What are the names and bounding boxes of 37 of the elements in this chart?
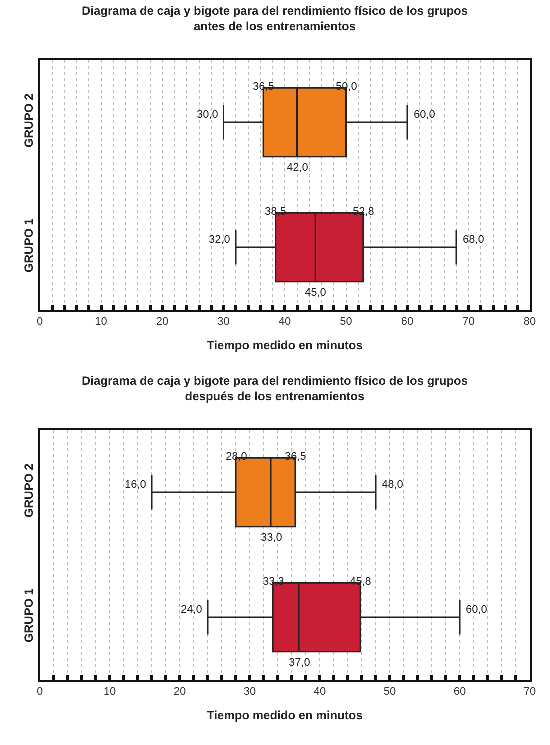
x-axis-title: Tiempo medido en minutos xyxy=(207,338,364,353)
x-tick-label: 20 xyxy=(174,686,186,698)
text: 37,0 xyxy=(289,657,310,669)
chart-title: Diagrama de caja y bigote para del rendimiento físico de los grupos antes de los entrenamientos xyxy=(82,4,468,34)
text: 32,0 xyxy=(209,234,230,246)
text: 48,0 xyxy=(382,479,404,491)
text: 42,0 xyxy=(287,162,308,174)
x-tick-label: 0 xyxy=(36,316,44,328)
x-tick-label: 10 xyxy=(95,316,108,328)
x-tick-label: 30 xyxy=(244,686,256,698)
text: 68,0 xyxy=(463,234,484,246)
text: 33,0 xyxy=(261,532,282,544)
y-tick-label: GRUPO 1 xyxy=(22,588,36,643)
x-tick-label: 60 xyxy=(401,316,414,328)
x-tick-label: 40 xyxy=(314,686,326,698)
text: 45,0 xyxy=(305,287,326,299)
y-tick-label: GRUPO 1 xyxy=(22,218,36,273)
x-tick-label: 30 xyxy=(218,316,230,328)
x-tick-label: 60 xyxy=(454,686,466,698)
y-tick-label: GRUPO 2 xyxy=(22,93,36,148)
text: 30,0 xyxy=(197,109,218,121)
text: 60,0 xyxy=(414,109,436,121)
x-tick-label: 80 xyxy=(524,316,536,328)
x-tick-label: 40 xyxy=(278,316,292,328)
x-tick-label: 50 xyxy=(384,686,396,698)
text: 60,0 xyxy=(466,604,488,616)
text: 24,0 xyxy=(181,604,202,616)
x-tick-label: 10 xyxy=(104,686,116,698)
x-tick-label: 50 xyxy=(340,316,352,328)
y-tick-label: GRUPO 2 xyxy=(22,463,36,518)
text: 16,0 xyxy=(125,479,146,491)
chart-title: Diagrama de caja y bigote para del rendimiento físico de los grupos después de los entrenamientos xyxy=(82,374,468,404)
x-tick-label: 70 xyxy=(524,686,536,698)
x-tick-label: 70 xyxy=(462,316,475,328)
x-tick-label: 0 xyxy=(36,686,44,698)
x-axis-title: Tiempo medido en minutos xyxy=(207,708,364,723)
x-tick-label: 20 xyxy=(156,316,169,328)
